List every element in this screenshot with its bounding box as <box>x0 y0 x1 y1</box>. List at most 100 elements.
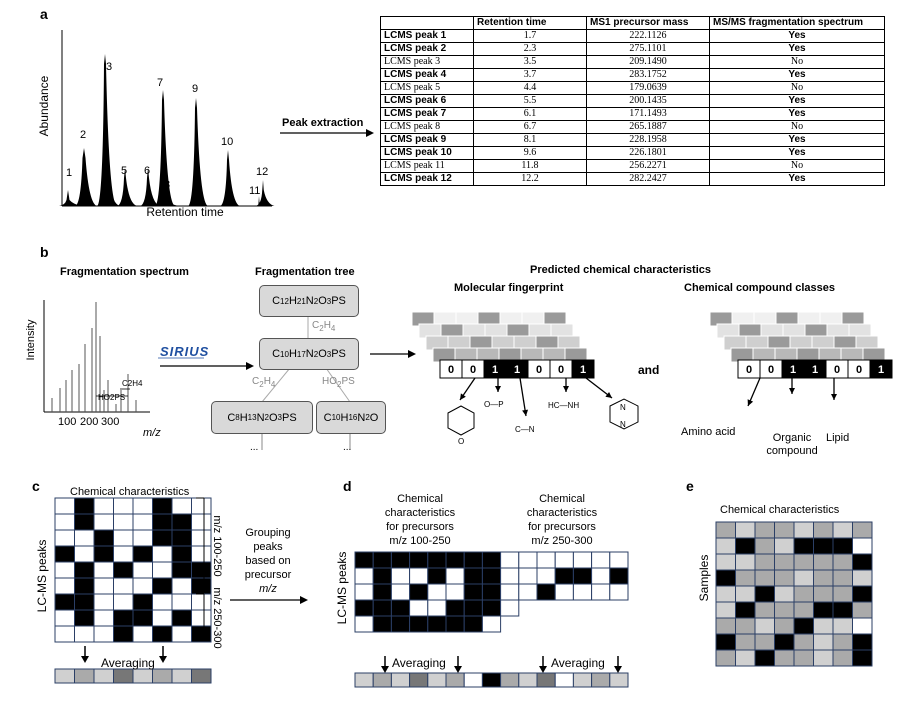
fingerprint-title: Molecular fingerprint <box>454 282 564 294</box>
panel-c-cell <box>132 513 153 531</box>
grouping-line-3: based on <box>245 555 291 567</box>
panel-c-title: Chemical characteristics <box>70 486 190 498</box>
panel-e-cell <box>715 617 736 635</box>
peak-table-cell-name: LCMS peak 8 <box>380 120 474 134</box>
peak-table-cell-msms: No <box>709 81 885 95</box>
peak-table-cell-msms: Yes <box>709 68 885 82</box>
sirius-logo: SIRIUS <box>158 344 208 359</box>
panel-c-y-label: LC-MS peaks <box>35 540 49 613</box>
panel-c-cell <box>152 497 173 515</box>
panel-c-cell <box>191 529 212 547</box>
panel-e-cell <box>813 537 834 555</box>
panel-c-cell <box>74 593 95 611</box>
chromatogram-peak-2 <box>75 148 97 206</box>
edge-label-c2h4-top: C2H4 <box>312 320 336 333</box>
peak-number-6: 6 <box>144 165 150 177</box>
panel-d-averaging-right: Averaging <box>551 656 605 670</box>
panel-e-cell <box>793 633 814 651</box>
peak-table-row: LCMS peak 11 11.8 256.2271 No <box>380 159 885 173</box>
panel-d-cell <box>518 551 538 569</box>
panel-e-cell <box>852 553 873 571</box>
panel-d-cell <box>445 599 465 617</box>
peak-table-cell-name: LCMS peak 3 <box>380 55 474 69</box>
panel-d-cell <box>481 551 502 569</box>
panel-e-label: e <box>686 478 694 494</box>
panel-e-cell <box>813 601 834 619</box>
panel-d-cell <box>409 615 429 633</box>
panel-d-cell <box>591 567 611 585</box>
panel-e-cell <box>813 649 834 667</box>
panel-c-cell <box>113 529 134 547</box>
d-left-line-1: Chemical <box>397 493 443 505</box>
class-label-lipid: Lipid <box>826 432 850 444</box>
panel-e-cell <box>852 569 873 587</box>
panel-e-cell <box>852 585 873 603</box>
panel-c-cell <box>113 545 134 563</box>
peak-table-cell-msms: Yes <box>709 146 885 160</box>
panel-c-cell <box>54 577 75 595</box>
panel-e-cell <box>715 585 736 603</box>
panel-c-cell <box>93 609 114 627</box>
panel-d-cell <box>481 599 502 617</box>
panel-d-cell <box>591 583 611 601</box>
pyran-oxygen: O <box>458 437 464 446</box>
panel-e-cell <box>774 537 795 555</box>
peak-number-1: 1 <box>66 167 72 179</box>
panel-c-matrix <box>54 497 212 643</box>
group-label-100-250: m/z 100-250 <box>211 515 223 576</box>
panel-e-cell <box>793 601 814 619</box>
peak-table-cell-msms: No <box>709 120 885 134</box>
panel-d-cell <box>554 567 574 585</box>
panel-c-cell <box>113 625 134 643</box>
panel-e-cell <box>735 569 756 587</box>
panel-c-cell <box>132 529 153 547</box>
c2h4-loss-label: C2H4 <box>122 379 143 388</box>
peak-number-10: 10 <box>221 136 233 148</box>
fingerprint-bit-label: 1 <box>878 364 884 376</box>
panel-c-cell <box>152 609 173 627</box>
panel-d-cell <box>390 599 411 617</box>
peak-table-cell-mass: 200.1435 <box>586 94 710 108</box>
panel-d-cell <box>518 567 538 585</box>
panel-d-cell <box>500 567 520 585</box>
panel-e-cell <box>735 537 756 555</box>
panel-e-cell <box>793 585 814 603</box>
panel-b-graphics: Intensity 100 200 300 m/z C2H4 HO2PS SIR… <box>25 300 893 450</box>
tree-ellipsis-right: ... <box>343 442 352 453</box>
peak-table-cell-mass: 265.1887 <box>586 120 710 134</box>
peak-table-cell-rt: 6.1 <box>473 107 587 121</box>
peak-table-cell-mass: 275.1101 <box>586 42 710 56</box>
panel-e-cell <box>735 617 756 635</box>
panel-d-cell <box>427 551 447 569</box>
chromatogram-peak-8 <box>159 192 179 206</box>
panel-e-cell <box>793 617 814 635</box>
peak-extraction-label: Peak extraction <box>282 117 364 129</box>
panel-e-cell <box>852 601 873 619</box>
panel-c-cell <box>171 609 192 627</box>
edge-label-ho2ps: HO2PS <box>322 376 355 389</box>
panel-e-cell <box>715 569 736 587</box>
panel-c-cell <box>54 593 75 611</box>
panel-d-cell <box>609 583 629 601</box>
panel-c-cell <box>171 545 192 563</box>
panel-d-cell <box>518 583 538 601</box>
panel-e-cell <box>774 649 795 667</box>
panel-d-cell <box>500 583 520 601</box>
ho2ps-loss-label: HO2PS <box>98 393 125 402</box>
panel-c-cell <box>132 609 153 627</box>
panel-d-cell <box>500 551 520 569</box>
panel-c-cell <box>93 513 114 531</box>
panel-d-avg-cell <box>372 672 392 688</box>
panel-d-cell <box>463 551 483 569</box>
peak-table-row: LCMS peak 10 9.6 226.1801 Yes <box>380 146 885 160</box>
peak-number-3: 3 <box>106 61 112 73</box>
panel-d-cell <box>463 599 483 617</box>
peak-table-cell-mass: 228.1958 <box>586 133 710 147</box>
peak-table-row: LCMS peak 5 4.4 179.0639 No <box>380 81 885 95</box>
fingerprint-bit-label: 1 <box>492 364 498 376</box>
panel-e-cell <box>813 617 834 635</box>
peak-number-12: 12 <box>256 166 268 178</box>
panel-c-avg-cell <box>191 668 212 684</box>
